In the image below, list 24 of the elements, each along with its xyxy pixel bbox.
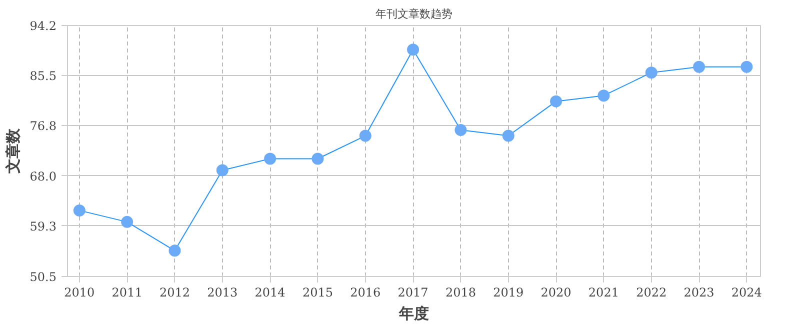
x-tick-label: 2016 bbox=[350, 286, 381, 300]
x-tick-label: 2018 bbox=[445, 286, 476, 300]
x-tick-label: 2013 bbox=[207, 286, 238, 300]
y-tick-label: 76.8 bbox=[30, 118, 56, 133]
chart-title: 年刊文章数趋势 bbox=[376, 8, 452, 20]
x-tick-label: 2024 bbox=[731, 286, 762, 300]
y-tick-label: 50.5 bbox=[30, 270, 56, 284]
y-tick-label: 94.2 bbox=[30, 19, 56, 33]
y-axis-title: 文章数 bbox=[4, 128, 22, 174]
x-axis-title: 年度 bbox=[398, 304, 429, 322]
y-tick-label: 85.5 bbox=[30, 68, 56, 83]
x-tick-label: 2010 bbox=[64, 286, 95, 300]
x-tick-label: 2017 bbox=[398, 286, 428, 300]
y-tick-label: 59.3 bbox=[30, 219, 56, 234]
y-tick-label: 68.0 bbox=[30, 169, 56, 184]
x-tick-label: 2023 bbox=[684, 286, 714, 300]
x-tick-label: 2011 bbox=[112, 286, 142, 300]
x-tick-label: 2020 bbox=[540, 286, 572, 300]
x-tick-label: 2015 bbox=[302, 286, 333, 300]
x-tick-label: 2021 bbox=[588, 286, 619, 300]
x-tick-label: 2014 bbox=[254, 286, 286, 300]
x-tick-label: 2012 bbox=[159, 286, 190, 300]
x-tick-label: 2022 bbox=[636, 286, 667, 300]
x-tick-label: 2019 bbox=[493, 286, 524, 300]
